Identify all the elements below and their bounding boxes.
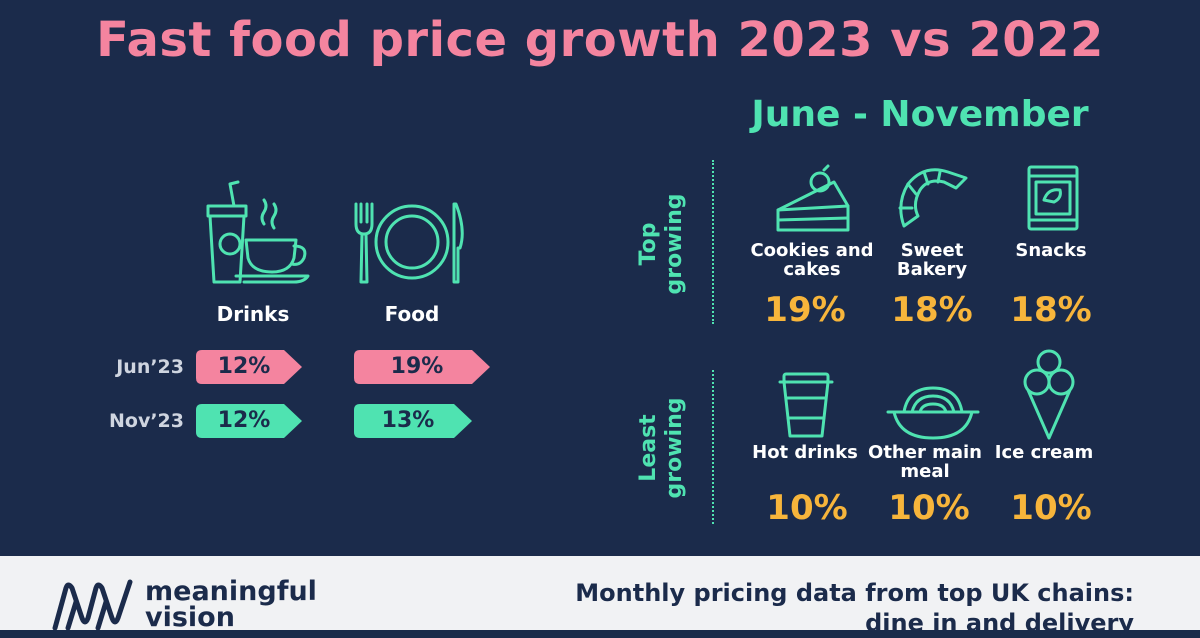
column-label-drinks: Drinks [216, 302, 290, 326]
category-label-cookies: Cookies and cakes [750, 240, 874, 280]
category-value-hot-drinks: 10% [766, 488, 848, 528]
column-label-food: Food [384, 302, 440, 326]
footer-note-line1: Monthly pricing data from top UK chains: [575, 579, 1134, 607]
category-label-snacks: Snacks [1015, 240, 1087, 261]
page-title: Fast food price growth 2023 vs 2022 [96, 12, 1104, 68]
category-value-cookies: 19% [764, 290, 846, 330]
category-label-other-main-meal: Other main meal [868, 442, 982, 482]
snack-bag-icon [1027, 165, 1079, 231]
section-divider-top [712, 160, 714, 324]
category-value-snacks: 18% [1010, 290, 1092, 330]
main-panel [0, 0, 1200, 556]
brand-name-line1: meaningful [145, 576, 317, 607]
meaningful-vision-logo-icon [52, 579, 133, 630]
category-value-sweet-bakery: 18% [891, 290, 973, 330]
coffee-cup-icon [778, 372, 834, 438]
pill-label: 12% [217, 408, 271, 433]
section-label-least-growing: Least growing [636, 397, 687, 499]
row-label-nov: Nov’23 [109, 410, 184, 432]
value-pill-drinks-jun: 12% [196, 350, 302, 384]
category-value-ice-cream: 10% [1010, 488, 1092, 528]
category-label-sweet-bakery: Sweet Bakery [896, 240, 968, 280]
pill-label: 13% [381, 408, 435, 433]
food-icon [354, 202, 464, 284]
croissant-icon [898, 168, 968, 228]
pill-label: 19% [390, 354, 444, 379]
pill-label: 12% [217, 354, 271, 379]
section-divider-least [712, 370, 714, 524]
footer-note-line2: dine in and delivery [865, 609, 1134, 637]
period-heading: June - November [751, 94, 1089, 135]
drinks-icon [206, 180, 310, 284]
category-label-ice-cream: Ice cream [994, 442, 1094, 463]
row-label-jun: Jun’23 [116, 356, 184, 378]
noodle-bowl-icon [886, 386, 980, 440]
value-pill-drinks-nov: 12% [196, 404, 302, 438]
ice-cream-cone-icon [1023, 349, 1075, 440]
footer [0, 556, 1200, 630]
value-pill-food-jun: 19% [354, 350, 490, 384]
cake-slice-icon [776, 164, 850, 232]
value-pill-food-nov: 13% [354, 404, 472, 438]
category-value-other-main-meal: 10% [888, 488, 970, 528]
brand-name-line2: vision [145, 602, 235, 633]
category-label-hot-drinks: Hot drinks [752, 442, 858, 463]
section-label-top-growing: Top growing [636, 193, 687, 295]
